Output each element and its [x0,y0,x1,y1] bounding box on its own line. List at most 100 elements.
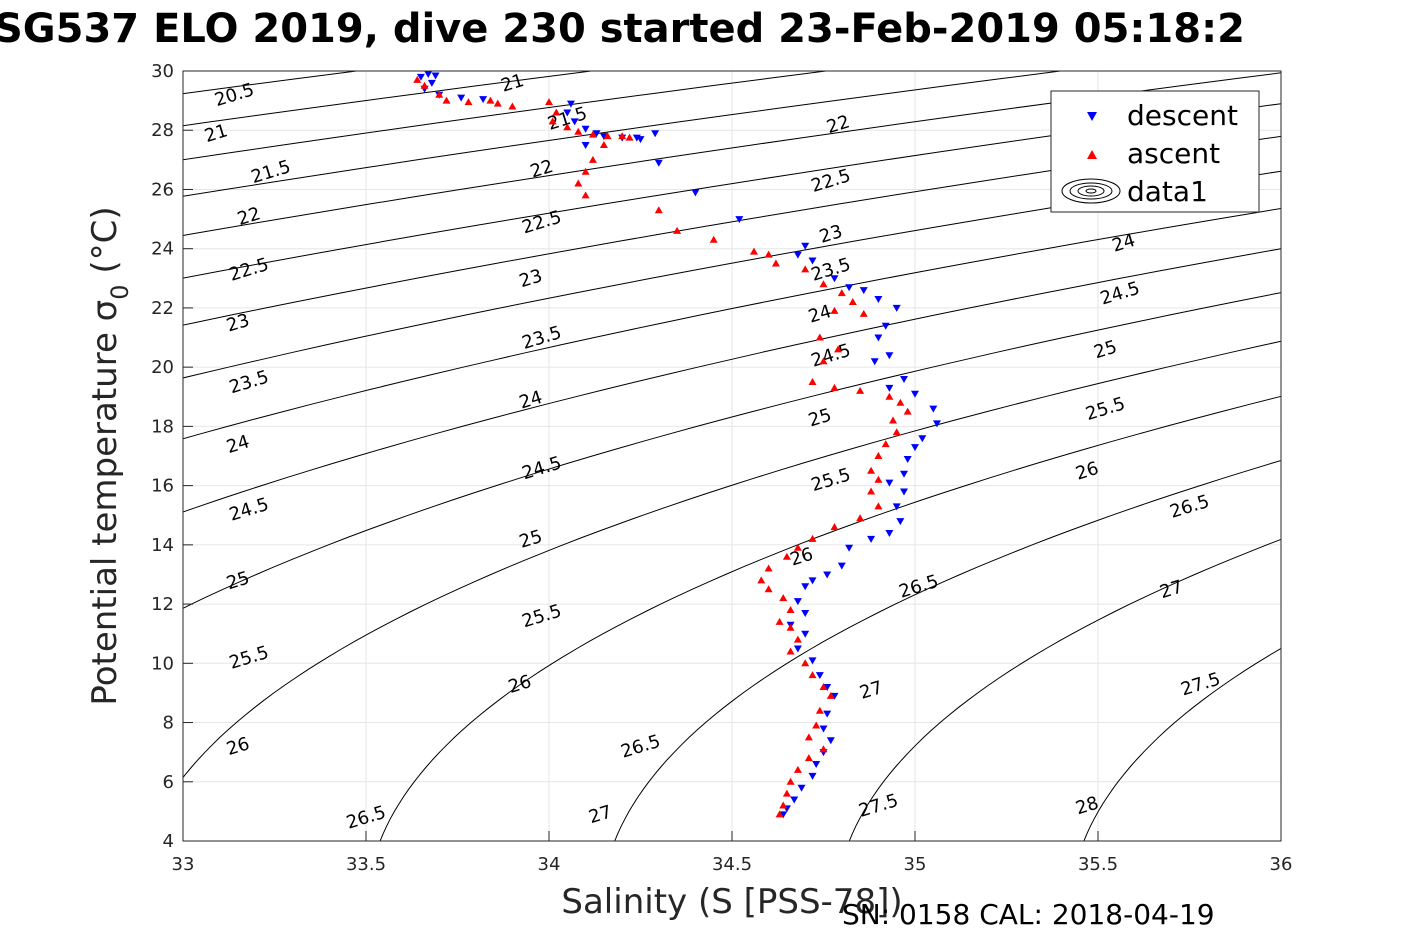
descent-point [830,692,839,700]
descent-point [867,535,876,543]
descent-point [793,251,802,259]
descent-point [808,257,817,265]
ascent-point [896,398,905,406]
ascent-point [749,247,758,255]
y-tick-label: 8 [163,713,174,734]
ascent-point [867,487,876,495]
ascent-point [442,96,451,104]
descent-point [801,583,810,591]
descent-point [845,284,854,292]
descent-point [691,189,700,197]
descent-point [581,142,590,150]
y-tick-label: 28 [151,120,174,141]
ascent-point [815,706,824,714]
ascent-point [709,235,718,243]
descent-point [823,684,832,691]
ascent-point [618,132,627,140]
ascent-point [892,428,901,436]
descent-point [793,598,802,606]
x-tick-label: 35 [904,854,927,875]
ascent-point [859,309,868,317]
descent-point [837,562,846,570]
ascent-point [801,265,810,273]
density-contour-line [183,248,1281,513]
density-contour-line [848,538,1281,841]
y-axis-ticks: 4 6 8 10 12 14 16 18 20 22 24 26 28 30 [151,61,193,852]
ascent-point [885,392,894,400]
ascent-point [793,635,802,643]
ascent-point [599,141,608,149]
ascent-point [819,745,828,753]
ascent-point [786,777,795,785]
ascent-point [874,452,883,459]
legend-data1-label: data1 [1127,175,1208,208]
ascent-point [413,75,422,83]
y-axis-label: Potential temperature σ0 (°C) [85,206,134,705]
ascent-point [545,98,553,106]
ascent-point [819,683,828,690]
ascent-point [786,606,795,613]
descent-point [424,71,433,78]
descent-point [932,420,941,428]
ascent-point [793,765,802,773]
density-contour-line [1313,56,1417,856]
ascent-point [786,623,795,631]
ascent-point [574,179,583,187]
x-tick-label: 35.5 [1078,854,1118,875]
descent-point [651,130,660,138]
ascent-point [874,502,883,510]
descent-point [859,287,868,295]
ascent-point [775,810,784,818]
legend-descent-marker [1087,112,1097,121]
descent-point [870,358,879,366]
descent-point [911,444,919,452]
x-tick-label: 36 [1270,854,1293,875]
descent-point [735,216,744,224]
y-tick-label: 12 [151,594,174,615]
descent-point [900,488,909,496]
descent-point [885,384,894,392]
descent-point [874,296,883,304]
y-axis-label-sub: 0 [106,284,134,299]
descent-point [793,645,802,653]
descent-point [808,577,817,585]
y-axis-label-tail: (°C) [85,206,125,284]
density-contour-line [614,459,1281,841]
ascent-point [834,345,843,353]
descent-point [812,761,821,768]
descent-point [826,737,835,745]
descent-point [881,322,890,330]
descent-point [801,609,810,617]
descent-point [599,133,608,141]
ascent-point [808,534,817,542]
x-tick-label: 34 [538,854,561,875]
ascent-point [588,155,597,163]
y-axis-label-main: Potential temperature σ [85,300,125,706]
ascent-series [413,75,912,818]
ascent-point [819,280,828,288]
y-tick-label: 10 [151,653,174,674]
ascent-point [903,407,912,415]
legend-ascent-marker [1087,150,1097,159]
ascent-point [574,127,583,135]
descent-point [808,657,817,665]
descent-point [790,796,799,804]
descent-point [892,304,901,312]
ascent-point [673,226,682,234]
ascent-point [779,594,788,602]
ascent-point [581,167,590,175]
ascent-point [793,543,802,551]
descent-point [632,134,641,142]
ascent-point [826,691,835,699]
legend-box [1050,90,1260,213]
descent-point [801,630,810,638]
descent-point [823,571,832,579]
descent-point [874,334,883,342]
ascent-point [779,801,788,809]
ascent-point [812,721,821,729]
ascent-point [867,466,876,474]
ascent-point [856,386,865,394]
y-tick-label: 26 [151,179,174,200]
descent-point [779,811,788,819]
ascent-point [775,617,784,625]
